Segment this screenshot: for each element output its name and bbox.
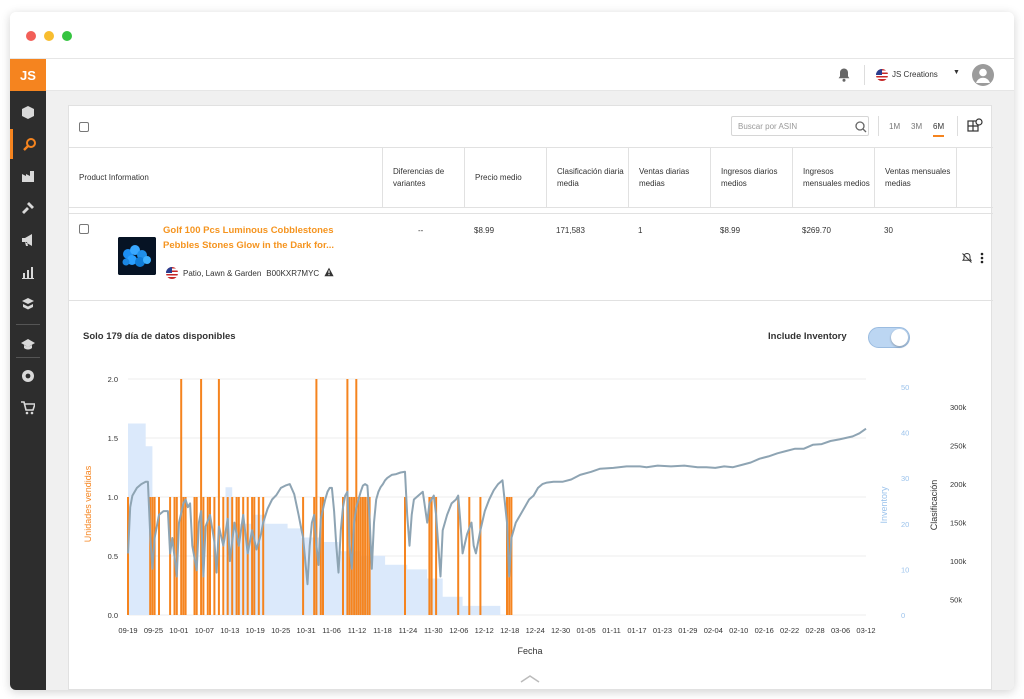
sidebar	[10, 91, 46, 690]
range-3m[interactable]: 3M	[911, 122, 923, 131]
us-flag-icon	[166, 267, 178, 279]
chevron-down-icon[interactable]: ▼	[953, 69, 960, 76]
toolbar-divider	[957, 116, 958, 136]
col-avg-monthly-revenue[interactable]: Ingresos mensuales medios	[792, 148, 874, 208]
col-avg-price[interactable]: Precio medio	[464, 148, 546, 208]
cart-icon[interactable]	[10, 393, 46, 423]
hammer-icon[interactable]	[10, 193, 46, 223]
cell-avg-rank: 171,583	[556, 226, 585, 235]
brand-logo[interactable]: JS	[10, 59, 46, 91]
asin-search-input[interactable]: Buscar por ASIN	[731, 116, 869, 136]
main-content: Buscar por ASIN 1M 3M 6M Product Informa…	[46, 91, 1014, 690]
product-panel: Buscar por ASIN 1M 3M 6M Product Informa…	[68, 105, 993, 690]
product-title-line-2[interactable]: Pebbles Stones Glow in the Dark for...	[163, 240, 335, 251]
bar-chart-icon[interactable]	[10, 257, 46, 287]
search-icon[interactable]	[10, 129, 46, 159]
col-product-information[interactable]: Product Information	[79, 173, 149, 182]
toggle-knob[interactable]	[891, 329, 908, 346]
chrome-icon[interactable]	[10, 361, 46, 391]
chart-title: Solo 179 día de datos disponibles	[83, 331, 236, 342]
table-header: Product Information Diferencias de varia…	[69, 148, 993, 208]
cell-avg-monthly-sales: 30	[884, 226, 893, 235]
product-title-line-1[interactable]: Golf 100 Pcs Luminous Cobblestones	[163, 225, 334, 236]
factory-icon[interactable]	[10, 161, 46, 191]
toolbar-divider	[878, 116, 879, 136]
row-checkbox[interactable]	[79, 224, 89, 234]
header-divider	[864, 65, 865, 85]
box-icon[interactable]	[10, 97, 46, 127]
product-image[interactable]	[118, 237, 156, 275]
col-variant-diff[interactable]: Diferencias de variantes	[382, 148, 464, 208]
sidebar-divider	[16, 357, 40, 358]
user-avatar-icon[interactable]	[972, 64, 994, 86]
table-row[interactable]: Golf 100 Pcs Luminous Cobblestones Pebbl…	[69, 213, 993, 301]
bell-icon[interactable]	[836, 67, 852, 83]
product-asin[interactable]: B00KXR7MYC	[266, 268, 320, 278]
product-meta: Patio, Lawn & Garden B00KXR7MYC	[166, 267, 334, 279]
graduation-icon[interactable]	[10, 329, 46, 359]
product-title[interactable]: Golf 100 Pcs Luminous Cobblestones Pebbl…	[163, 223, 378, 253]
cell-avg-monthly-revenue: $269.70	[802, 226, 831, 235]
bell-off-icon[interactable]	[961, 251, 973, 269]
magnifier-icon[interactable]	[855, 120, 867, 138]
range-1m[interactable]: 1M	[889, 122, 901, 131]
close-dot[interactable]	[26, 31, 36, 41]
top-bar: JS JS Creations ▼	[10, 59, 1014, 91]
cell-avg-daily-sales: 1	[638, 226, 643, 235]
table-toolbar: Buscar por ASIN 1M 3M 6M	[69, 106, 993, 148]
warning-icon[interactable]	[324, 267, 334, 279]
col-avg-monthly-sales[interactable]: Ventas mensuales medias	[874, 148, 956, 208]
megaphone-icon[interactable]	[10, 225, 46, 255]
product-category: Patio, Lawn & Garden	[183, 268, 262, 278]
col-avg-daily-sales[interactable]: Ventas diarias medias	[628, 148, 710, 208]
sidebar-divider	[16, 324, 40, 325]
col-actions	[956, 148, 993, 208]
cell-avg-daily-revenue: $8.99	[720, 226, 741, 235]
include-inventory-label: Include Inventory	[768, 331, 847, 342]
maximize-dot[interactable]	[62, 31, 72, 41]
cell-avg-price: $8.99	[474, 226, 495, 235]
account-name[interactable]: JS Creations	[892, 70, 938, 79]
col-avg-daily-revenue[interactable]: Ingresos diarios medios	[710, 148, 792, 208]
col-avg-rank[interactable]: Clasificación diaria media	[546, 148, 628, 208]
more-options-icon[interactable]	[980, 251, 984, 269]
app-window: JS JS Creations ▼ Buscar por ASIN	[10, 12, 1014, 690]
select-all-checkbox[interactable]	[79, 122, 89, 132]
include-inventory-toggle[interactable]	[868, 327, 910, 348]
title-bar	[10, 12, 1014, 59]
cell-variant-diff: --	[418, 226, 424, 235]
minimize-dot[interactable]	[44, 31, 54, 41]
column-settings-icon[interactable]	[967, 118, 983, 139]
range-6m[interactable]: 6M	[933, 122, 945, 137]
us-flag-icon	[876, 69, 888, 81]
academy-icon[interactable]	[10, 289, 46, 319]
